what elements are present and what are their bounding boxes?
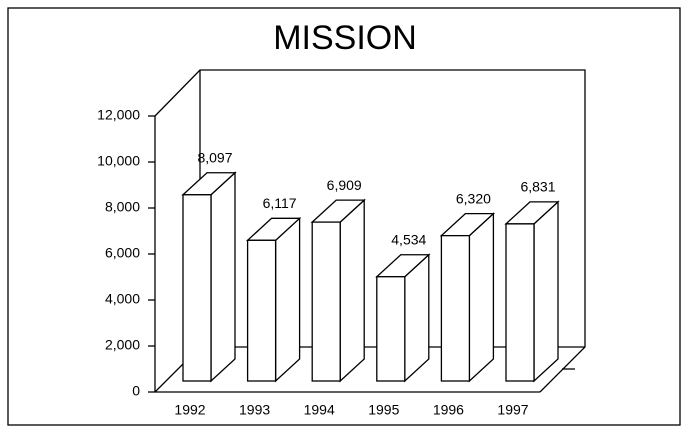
value-label: 6,320 bbox=[456, 190, 491, 206]
bar-side bbox=[339, 198, 365, 383]
x-tick-label: 1995 bbox=[368, 402, 399, 418]
value-label: 4,534 bbox=[391, 231, 426, 247]
bar bbox=[376, 276, 406, 382]
bar bbox=[440, 234, 471, 382]
y-tick-label: 12,000 bbox=[97, 107, 140, 123]
bar-side bbox=[468, 212, 495, 383]
value-label: 6,117 bbox=[263, 195, 297, 211]
bar bbox=[246, 239, 277, 382]
y-tick-label: 2,000 bbox=[105, 337, 140, 353]
y-tick-label: 4,000 bbox=[105, 291, 140, 307]
x-tick-label: 1996 bbox=[433, 402, 464, 418]
bar bbox=[505, 223, 535, 382]
x-tick-label: 1997 bbox=[497, 402, 528, 418]
value-label: 6,909 bbox=[327, 177, 362, 193]
chart-title: MISSION bbox=[273, 19, 417, 57]
y-tick-label: 0 bbox=[132, 383, 140, 399]
back-wall bbox=[154, 69, 586, 393]
y-tick-label: 10,000 bbox=[97, 153, 140, 169]
bar-side bbox=[274, 216, 301, 383]
x-tick-label: 1993 bbox=[239, 402, 270, 418]
bar-side bbox=[533, 200, 559, 383]
x-tick-label: 1994 bbox=[304, 402, 335, 418]
y-tick-label: 6,000 bbox=[105, 245, 140, 261]
bar bbox=[311, 221, 341, 382]
bar-side bbox=[210, 171, 236, 383]
y-tick-label: 8,000 bbox=[105, 199, 140, 215]
bar bbox=[182, 194, 212, 382]
value-label: 6,831 bbox=[520, 179, 555, 195]
x-tick-label: 1992 bbox=[174, 402, 205, 418]
value-label: 8,097 bbox=[197, 149, 232, 165]
frame bbox=[7, 7, 681, 426]
